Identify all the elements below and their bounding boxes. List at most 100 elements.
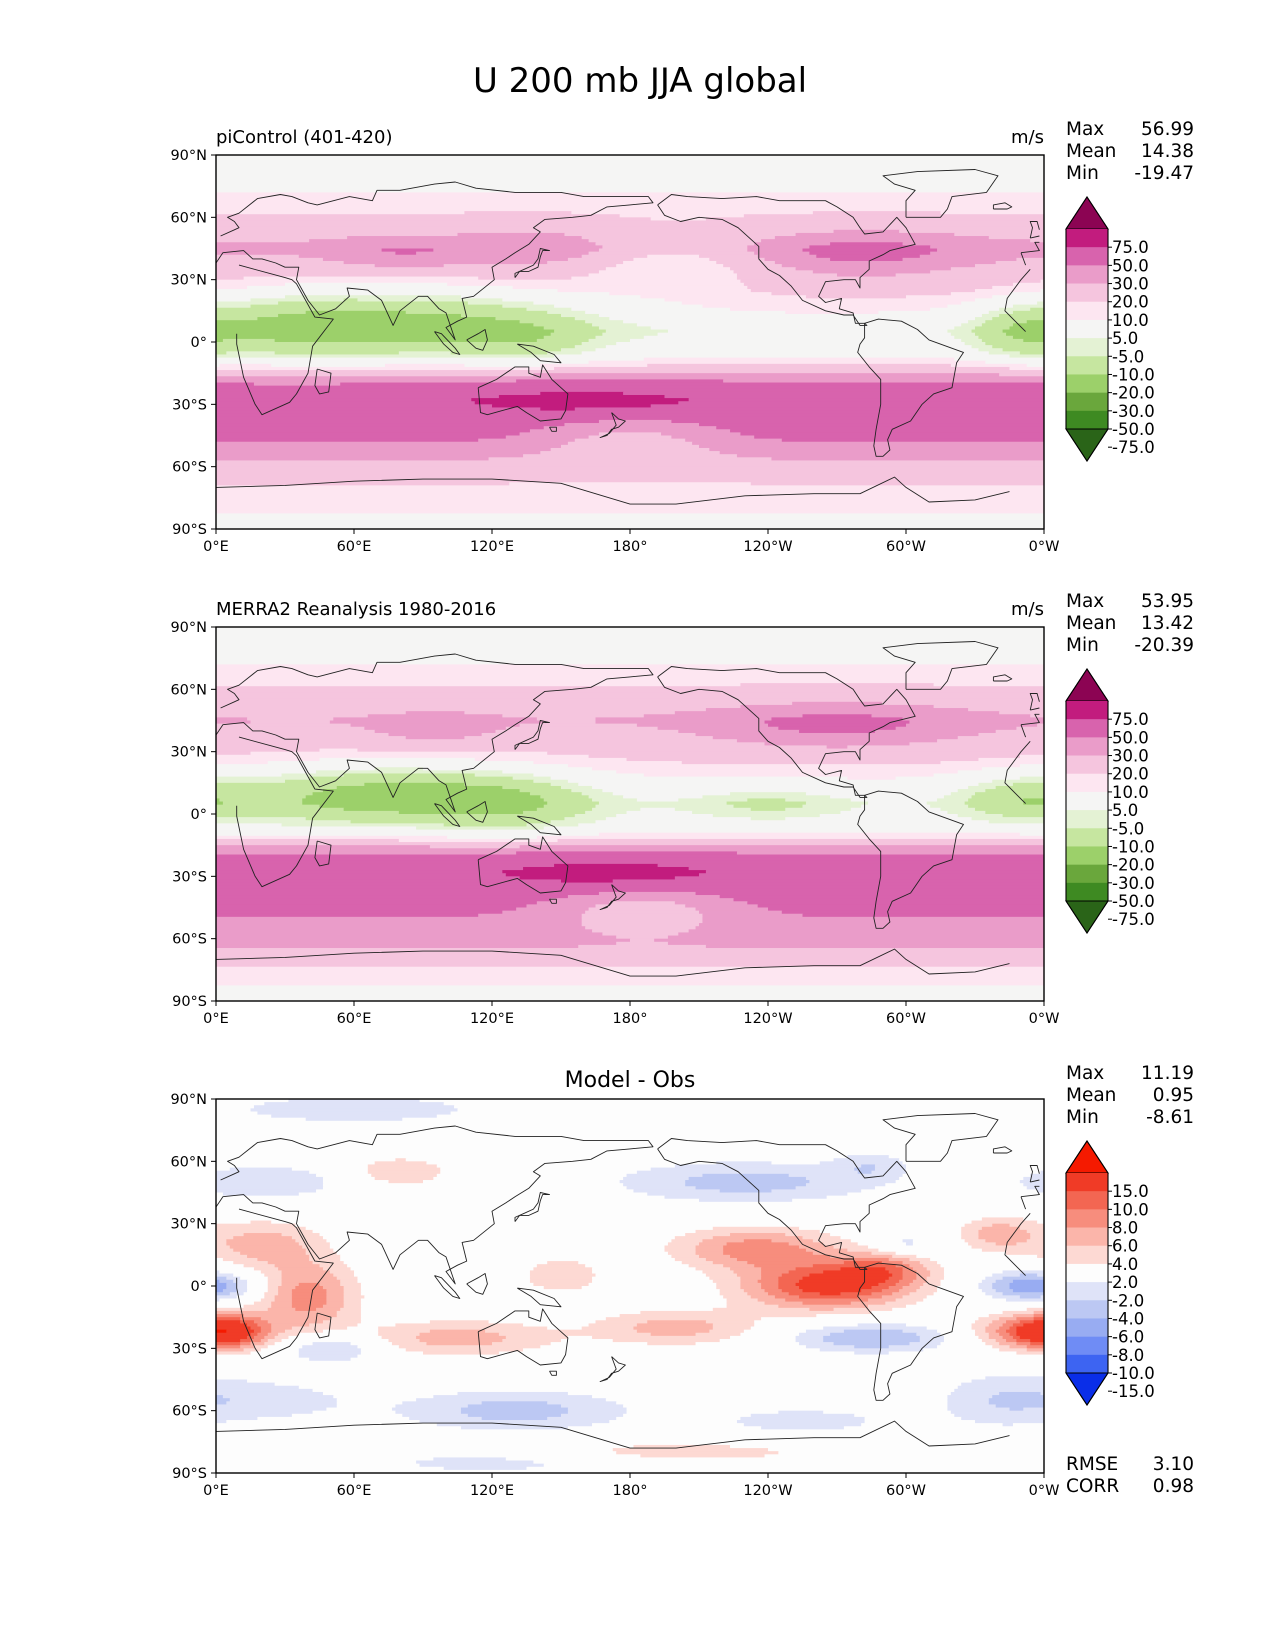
colorbar-tick-label: 75.0	[1112, 710, 1149, 729]
y-tick-label: 90°S	[172, 1466, 207, 1482]
x-tick-label: 60°E	[337, 1483, 372, 1499]
colorbar-tick-label: 10.0	[1112, 311, 1149, 330]
panel-title: Model - Obs	[565, 1068, 696, 1093]
colorbar-box	[1066, 773, 1108, 793]
coastlines	[216, 1113, 1040, 1449]
panel-title: MERRA2 Reanalysis 1980-2016	[216, 599, 496, 620]
colorbar-tick-label: 50.0	[1112, 728, 1149, 747]
panel-1: 0°E 60°E 120°E 180° 120°W 60°W 0°W 90°N 60°N 30°N…	[170, 119, 1194, 555]
colorbar-box	[1066, 791, 1108, 811]
colorbar-box	[1066, 846, 1108, 865]
colorbar-tick-label: -30.0	[1112, 402, 1155, 421]
y-tick-label: 60°N	[170, 682, 207, 698]
colorbar-tick-label: 50.0	[1112, 256, 1149, 275]
stat-label: Min	[1066, 163, 1099, 184]
colorbar-box	[1066, 1191, 1108, 1210]
colorbar-tick-label: -10.0	[1112, 837, 1155, 856]
colorbar-box	[1066, 247, 1108, 266]
stat-label: Max	[1066, 1063, 1104, 1084]
stat-label: Min	[1066, 1107, 1099, 1128]
x-tick-label: 180°	[613, 1011, 648, 1027]
colorbar-box	[1066, 229, 1108, 248]
colorbar-tick-label: -50.0	[1112, 420, 1155, 439]
colorbar-box	[1066, 1354, 1108, 1374]
x-tick-label: 120°W	[743, 1483, 792, 1499]
stat-value: -20.39	[1134, 635, 1194, 656]
x-tick-label: 0°E	[203, 1011, 229, 1027]
colorbar-extend-min	[1065, 1372, 1109, 1406]
x-tick-label: 0°W	[1029, 1011, 1060, 1027]
y-tick-label: 60°S	[172, 932, 207, 948]
colorbar-tick-label: 8.0	[1112, 1219, 1138, 1238]
colorbar-box	[1066, 701, 1108, 720]
field-fill	[216, 1099, 1044, 1473]
colorbar-box	[1066, 1336, 1108, 1356]
x-tick-label: 180°	[613, 539, 648, 555]
colorbar-tick-label: -20.0	[1112, 384, 1155, 403]
figure-title: U 200 mb JJA global	[473, 61, 807, 101]
colorbar-box	[1066, 810, 1108, 829]
stat-label: Max	[1066, 591, 1104, 612]
y-tick-label: 30°N	[170, 273, 207, 289]
stat-value: 0.95	[1153, 1085, 1194, 1106]
colorbar-tick-label: 30.0	[1112, 747, 1149, 766]
y-tick-label: 90°S	[172, 522, 207, 538]
colorbar-box	[1066, 1300, 1108, 1319]
panel-units: m/s	[1011, 127, 1044, 148]
stat-label: Max	[1066, 119, 1104, 140]
stat-label: Min	[1066, 635, 1099, 656]
y-tick-label: 90°N	[170, 620, 207, 636]
colorbar-box	[1066, 356, 1108, 375]
colorbar-box	[1066, 392, 1108, 412]
colorbar-tick-label: -5.0	[1112, 819, 1144, 838]
x-tick-label: 120°W	[743, 539, 792, 555]
bottom-stat-label: RMSE	[1066, 1454, 1118, 1475]
colorbar-box	[1066, 737, 1108, 756]
colorbar-tick-label: -10.0	[1112, 365, 1155, 384]
x-tick-label: 120°E	[470, 1011, 514, 1027]
colorbar-box	[1066, 719, 1108, 738]
y-tick-label: 90°N	[170, 1092, 207, 1108]
colorbar-box	[1066, 882, 1108, 902]
colorbar-box	[1066, 828, 1108, 847]
y-tick-label: 30°N	[170, 1217, 207, 1233]
colorbar-tick-label: 5.0	[1112, 329, 1138, 348]
y-tick-label: 0°	[191, 1279, 207, 1295]
colorbar-tick-label: -6.0	[1112, 1328, 1144, 1347]
colorbar-tick-label: 10.0	[1112, 783, 1149, 802]
colorbar-tick-label: 2.0	[1112, 1273, 1138, 1292]
colorbar-extend-min	[1065, 900, 1109, 934]
colorbar-box	[1066, 755, 1108, 775]
colorbar-tick-label: -75.0	[1112, 438, 1155, 457]
colorbar-tick-label: -30.0	[1112, 874, 1155, 893]
colorbar-tick-label: -50.0	[1112, 892, 1155, 911]
stat-label: Mean	[1066, 613, 1116, 634]
colorbar-tick-label: 6.0	[1112, 1237, 1138, 1256]
stat-value: 56.99	[1141, 119, 1194, 140]
y-tick-label: 60°N	[170, 1154, 207, 1170]
colorbar-extend-min	[1065, 428, 1109, 462]
x-tick-label: 120°E	[470, 539, 514, 555]
y-tick-label: 0°	[191, 335, 207, 351]
stat-value: 13.42	[1141, 613, 1194, 634]
colorbar-tick-label: -2.0	[1112, 1291, 1144, 1310]
y-tick-label: 90°N	[170, 148, 207, 164]
y-tick-label: 90°S	[172, 994, 207, 1010]
colorbar-extend-max	[1065, 1140, 1109, 1174]
colorbar: 75.050.030.020.010.05.0-5.0-10.0-20.0-30…	[1065, 195, 1155, 463]
colorbar-box	[1066, 1227, 1108, 1247]
stat-value: 53.95	[1141, 591, 1194, 612]
y-tick-label: 30°S	[172, 397, 207, 413]
y-tick-label: 60°N	[170, 210, 207, 226]
colorbar-tick-label: -20.0	[1112, 856, 1155, 875]
y-tick-label: 0°	[191, 807, 207, 823]
colorbar-tick-label: -75.0	[1112, 910, 1155, 929]
colorbar-tick-label: 75.0	[1112, 238, 1149, 257]
y-tick-label: 30°S	[172, 1341, 207, 1357]
colorbar-box	[1066, 1173, 1108, 1192]
panel-3: 0°E 60°E 120°E 180° 120°W 60°W 0°W 90°N 60°N 30°N…	[170, 1063, 1194, 1499]
x-tick-label: 60°E	[337, 539, 372, 555]
colorbar-extend-max	[1065, 196, 1109, 230]
x-tick-label: 0°E	[203, 539, 229, 555]
